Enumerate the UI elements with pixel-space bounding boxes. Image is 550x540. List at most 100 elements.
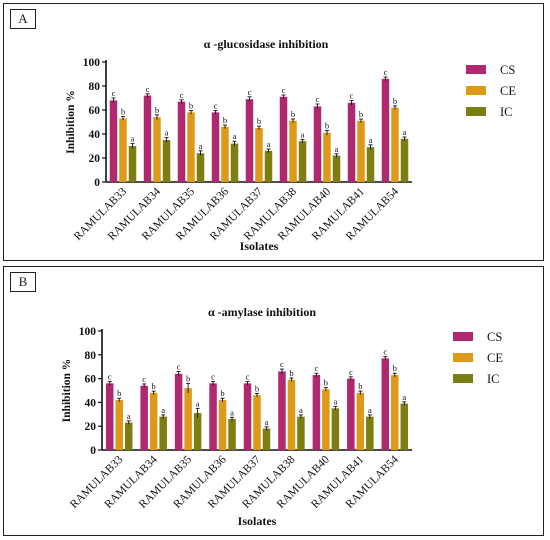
significance-label: c [316, 94, 320, 104]
bar-cs [243, 383, 252, 450]
bar-ic [400, 403, 409, 450]
y-tick-label: 100 [83, 57, 101, 69]
bar-ic [366, 147, 375, 182]
significance-label: b [189, 101, 193, 111]
bar-ce [391, 375, 399, 450]
significance-label: b [393, 96, 397, 106]
bar-cs [143, 95, 152, 182]
bar-ce [149, 392, 158, 450]
significance-label: a [199, 141, 203, 151]
y-axis-label: Inhibition % [61, 359, 73, 423]
significance-label: a [131, 134, 135, 144]
significance-label: a [161, 405, 165, 415]
bar-ce [289, 120, 297, 182]
significance-label: b [121, 107, 125, 117]
bar-ic [366, 416, 374, 450]
y-tick-label: 80 [89, 81, 101, 93]
bar-ce [287, 379, 296, 450]
significance-label: b [257, 116, 261, 126]
bar-cs [209, 383, 217, 450]
significance-label: c [384, 67, 388, 77]
chart-title: α -glucosidase inhibition [204, 37, 329, 51]
panel-a: A [3, 3, 544, 261]
x-axis-label: Isolates [240, 239, 279, 253]
bar-ce [253, 395, 261, 450]
significance-label: a [267, 139, 271, 149]
significance-label: b [152, 381, 156, 391]
y-tick-label: 80 [85, 350, 97, 362]
bar-cs [174, 373, 183, 450]
significance-label: c [142, 374, 146, 384]
bar-ic [159, 416, 167, 450]
legend-swatch-ce [453, 353, 473, 362]
bar-ic [332, 155, 341, 182]
significance-label: b [324, 378, 328, 388]
bar-ce [323, 132, 331, 182]
significance-label: b [186, 373, 190, 383]
legend-label-cs: CS [487, 330, 502, 344]
bar-ic [162, 140, 171, 182]
significance-label: c [349, 367, 353, 377]
bar-ic [124, 422, 133, 450]
y-tick-label: 20 [85, 421, 97, 433]
bar-cs [381, 358, 390, 450]
bar-ce [391, 107, 399, 182]
significance-label: b [291, 109, 295, 119]
legend-swatch-ic [453, 374, 473, 383]
bar-cs [140, 385, 148, 450]
bar-ce [255, 128, 263, 182]
significance-label: c [248, 87, 252, 97]
y-axis-label: Inhibition % [65, 90, 77, 154]
legend-label-ce: CE [500, 84, 516, 98]
significance-label: b [393, 363, 397, 373]
significance-label: a [230, 407, 234, 417]
panel-label: B [10, 272, 36, 292]
significance-label: c [314, 363, 318, 373]
significance-label: c [350, 90, 354, 100]
bar-cs [211, 112, 220, 182]
significance-label: a [196, 398, 200, 408]
y-tick-label: 20 [89, 153, 101, 165]
significance-label: c [180, 90, 184, 100]
bar-ce [356, 392, 365, 450]
bar-ic [230, 143, 239, 182]
significance-label: a [402, 392, 406, 402]
panel-b: B [3, 266, 544, 536]
bar-ic [262, 428, 271, 450]
significance-label: c [146, 84, 150, 94]
bar-cs [245, 99, 254, 182]
bar-ic [264, 150, 273, 182]
bar-cs [381, 78, 390, 182]
significance-label: b [220, 388, 224, 398]
significance-label: b [359, 109, 363, 119]
legend-swatch-ce [466, 86, 486, 95]
y-tick-label: 100 [79, 326, 97, 338]
bar-ic [193, 413, 202, 450]
bar-ce [187, 112, 195, 182]
bar-cs [109, 100, 118, 182]
y-tick-label: 60 [85, 374, 97, 386]
significance-label: b [289, 368, 293, 378]
significance-label: b [223, 115, 227, 125]
significance-label: b [325, 120, 329, 130]
y-tick-label: 40 [89, 129, 101, 141]
y-tick-label: 0 [90, 445, 96, 457]
bar-ce [184, 388, 192, 450]
significance-label: c [246, 372, 250, 382]
legend-swatch-cs [466, 65, 486, 74]
significance-label: a [233, 131, 237, 141]
significance-label: c [112, 88, 116, 98]
bar-ic [297, 416, 305, 450]
bar-cs [313, 106, 322, 182]
bar-ce [119, 118, 127, 182]
bar-ce [153, 117, 161, 182]
significance-label: a [165, 128, 169, 138]
significance-label: a [368, 405, 372, 415]
significance-label: c [214, 101, 218, 111]
bar-ce [221, 126, 229, 182]
bar-ic [298, 141, 307, 182]
significance-label: a [369, 135, 373, 145]
significance-label: a [127, 411, 131, 421]
